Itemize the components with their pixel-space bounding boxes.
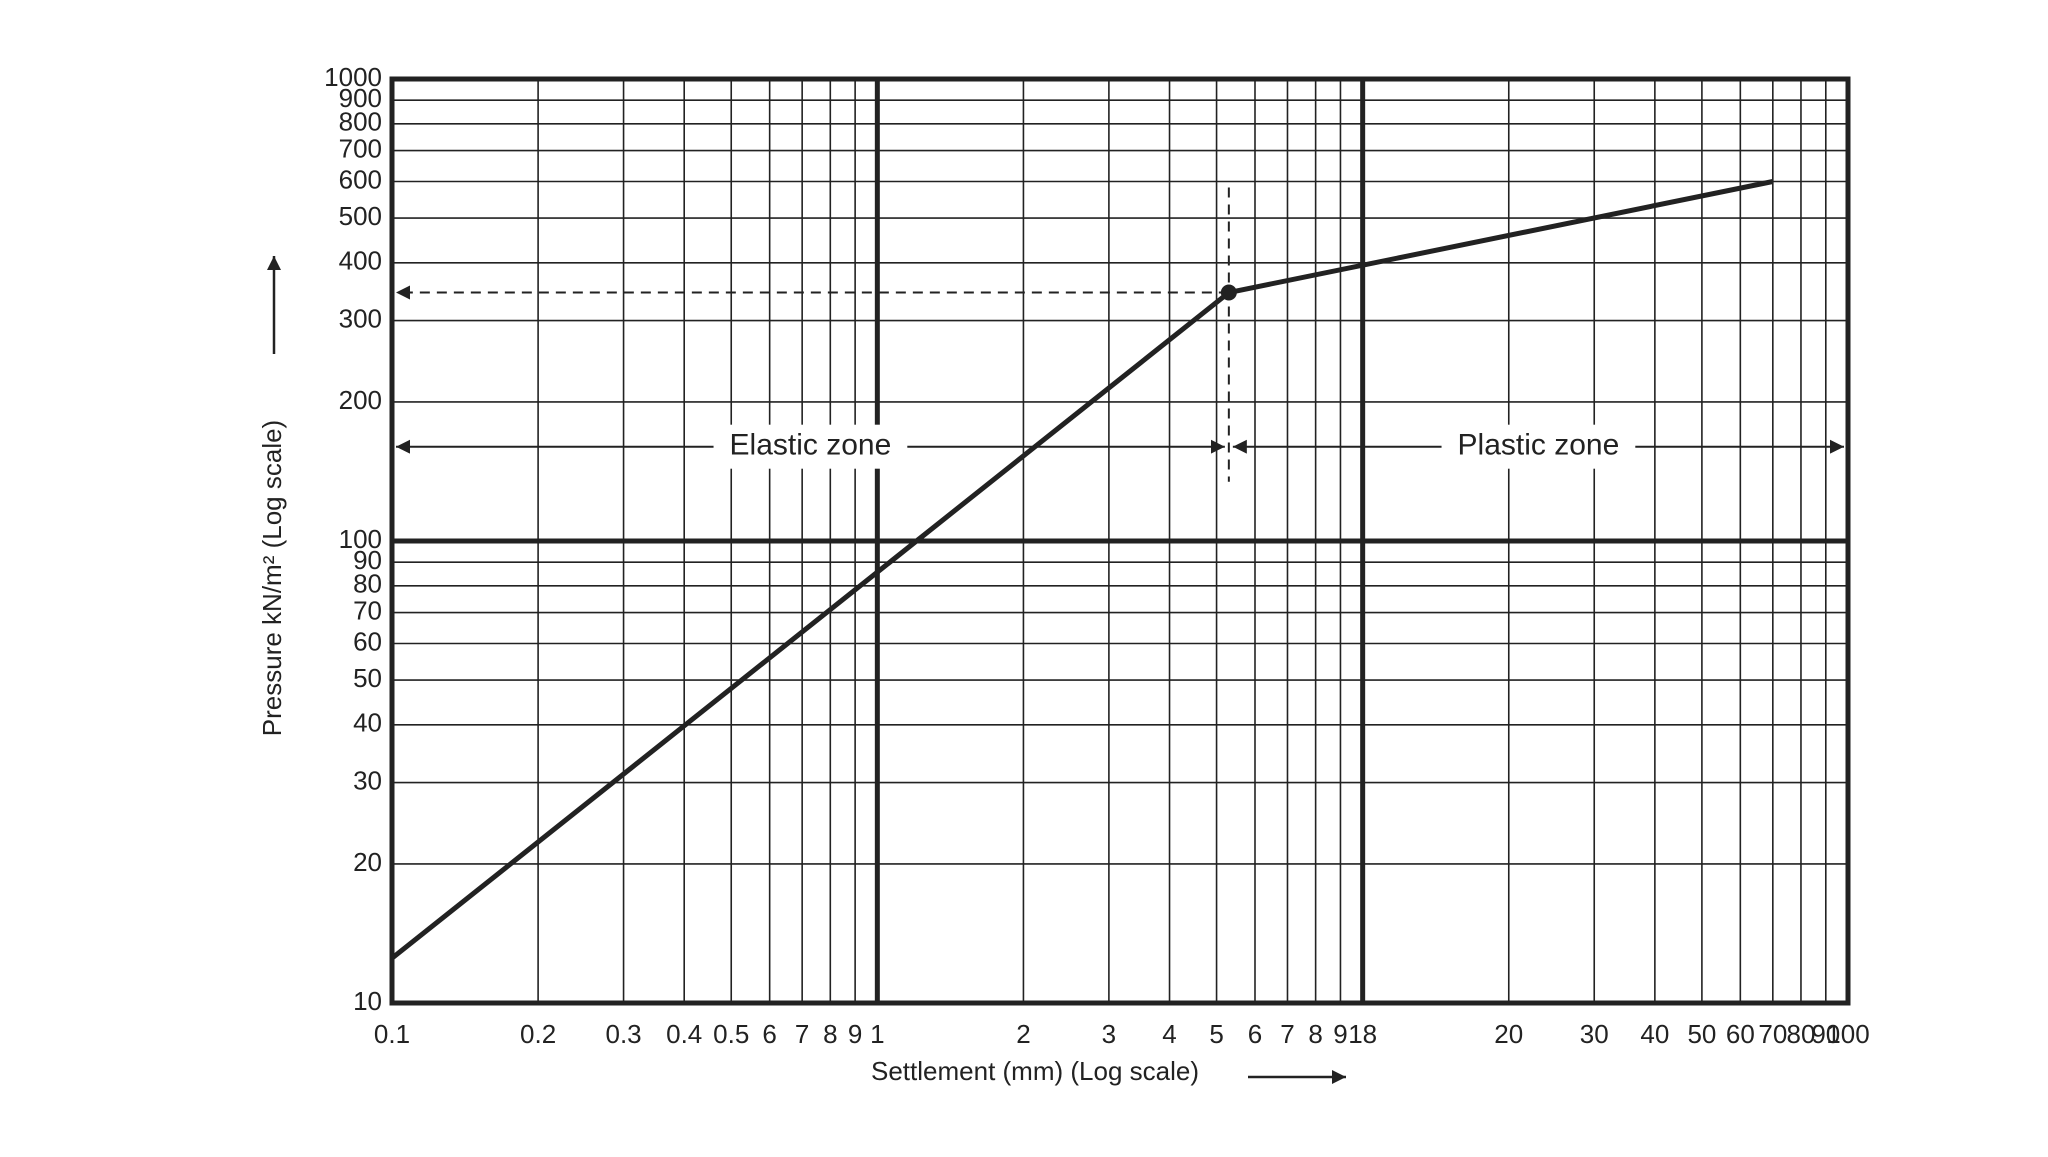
x-tick-label: 7 [1280,1019,1294,1049]
x-tick-label: 90 [1811,1019,1840,1049]
data-line [390,179,1774,961]
x-tick-label: 8 [823,1019,837,1049]
x-tick-label: 9 [1333,1019,1347,1049]
zone-label-bg [1441,424,1636,469]
x-tick-label: 0.3 [605,1019,641,1049]
x-tick-label: 80 [1787,1019,1816,1049]
x-tick-label: 7 [795,1019,809,1049]
x-axis-label: Settlement (mm) (Log scale) [871,1056,1199,1086]
y-tick-label: 90 [353,545,382,575]
data-point [1220,284,1237,301]
y-tick-label: 80 [353,569,382,599]
zone-label: Elastic zone [730,429,892,462]
y-tick-label: 20 [353,847,382,877]
x-tick-label: 4 [1162,1019,1176,1049]
x-tick-label: 20 [1494,1019,1523,1049]
y-tick-label: 900 [339,83,382,113]
x-tick-label: 6 [762,1019,776,1049]
x-tick-label: 50 [1687,1019,1716,1049]
y-tick-label: 400 [339,246,382,276]
y-tick-label: 700 [339,133,382,163]
x-tick-label: 8 [1308,1019,1322,1049]
x-tick-label: 60 [1726,1019,1755,1049]
y-tick-label: 70 [353,595,382,625]
y-tick-label: 800 [339,107,382,137]
zone-label: Plastic zone [1458,429,1620,462]
x-tick-label: 18 [1348,1019,1377,1049]
y-tick-label: 60 [353,626,382,656]
x-tick-label: 6 [1248,1019,1262,1049]
y-tick-label: 1000 [324,62,382,92]
y-tick-label: 300 [339,303,382,333]
y-tick-label: 100 [339,524,382,554]
y-axis-label: Pressure kN/m² (Log scale) [257,420,287,736]
x-tick-label: 0.5 [713,1019,749,1049]
y-tick-label: 200 [339,385,382,415]
y-tick-label: 500 [339,201,382,231]
x-tick-label: 3 [1102,1019,1116,1049]
x-tick-label: 0.4 [666,1019,702,1049]
y-tick-label: 10 [353,986,382,1016]
x-tick-label: 5 [1209,1019,1223,1049]
x-tick-label: 30 [1580,1019,1609,1049]
y-tick-label: 50 [353,663,382,693]
x-tick-label: 70 [1758,1019,1787,1049]
x-tick-label: 40 [1640,1019,1669,1049]
y-tick-label: 600 [339,164,382,194]
y-tick-label: 40 [353,708,382,738]
x-tick-label: 9 [848,1019,862,1049]
plot-frame [389,76,1851,1006]
x-tick-label: 0.1 [374,1019,410,1049]
zone-label-bg [713,424,908,469]
x-tick-label: 100 [1826,1019,1869,1049]
y-tick-label: 30 [353,765,382,795]
x-tick-label: 2 [1016,1019,1030,1049]
x-tick-label: 1 [870,1019,884,1049]
x-tick-label: 0.2 [520,1019,556,1049]
